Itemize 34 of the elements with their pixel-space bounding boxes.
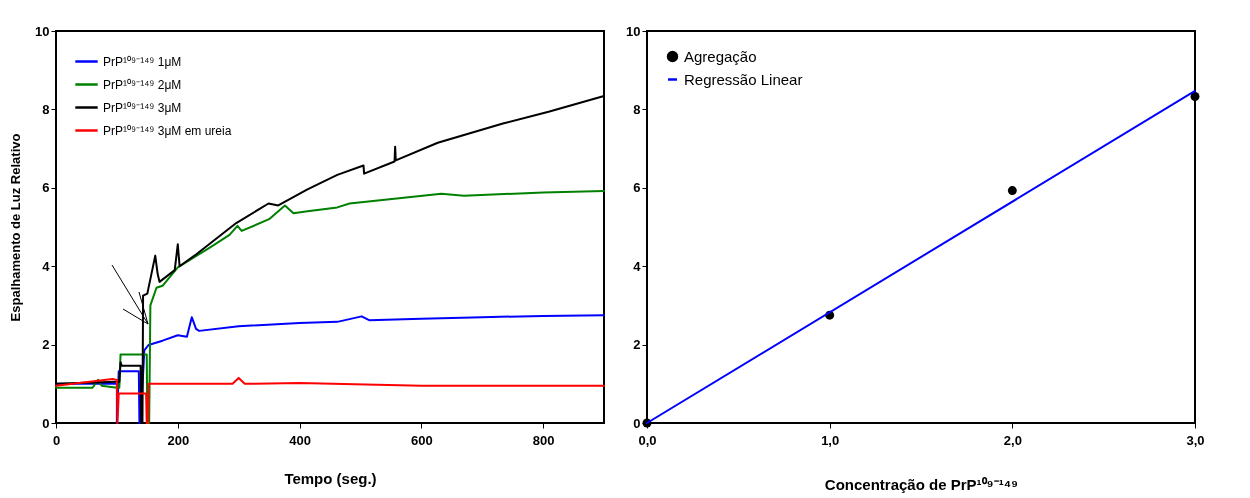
x-tick-label: 400 (289, 432, 311, 448)
y-tick-label: 10 (35, 23, 50, 39)
point (1007, 186, 1017, 196)
line-series (55, 189, 605, 424)
legend-label: PrP¹⁰⁹⁻¹⁴⁹ 3μM (103, 100, 182, 115)
legend-label: Agregação (684, 47, 757, 65)
y-tick-label: 2 (633, 337, 641, 353)
y-tick-label: 10 (626, 23, 641, 39)
y-tick-label: 0 (633, 415, 641, 431)
x-tick-label: 2,0 (1003, 432, 1022, 448)
x-tick-label: 600 (410, 432, 433, 448)
y-tick-label: 6 (633, 180, 641, 196)
y-tick-label: 8 (42, 101, 50, 117)
legend-label: PrP¹⁰⁹⁻¹⁴⁹ 3μM em ureia (103, 123, 232, 138)
legend-label: PrP¹⁰⁹⁻¹⁴⁹ 2μM (103, 77, 182, 92)
y-tick-label: 4 (633, 258, 642, 274)
y-tick-label: 0 (42, 415, 50, 431)
legend-label: PrP¹⁰⁹⁻¹⁴⁹ 1μM (103, 54, 182, 69)
y-tick-label: 6 (42, 180, 50, 196)
legend-label: Regressão Linear (684, 70, 803, 88)
point (1190, 92, 1200, 101)
y-tick-label: 8 (633, 101, 641, 117)
x-tick-label: 3,0 (1186, 432, 1205, 448)
x-tick-label: 1,0 (821, 432, 840, 448)
line-series (55, 376, 605, 424)
x-tick-label: 0 (52, 432, 61, 448)
x-tick-label: 0,0 (638, 432, 657, 448)
y-axis-title: Espalhamento de Luz Relativo (8, 133, 24, 322)
x-tick-label: 200 (167, 432, 190, 448)
y-tick-label: 2 (42, 337, 50, 353)
x-axis-title: Concentração de PrP¹⁰⁹⁻¹⁴⁹ (824, 475, 1019, 493)
y-tick-label: 4 (42, 258, 51, 274)
x-tick-label: 800 (532, 432, 555, 448)
x-axis-title: Tempo (seg.) (284, 469, 377, 487)
